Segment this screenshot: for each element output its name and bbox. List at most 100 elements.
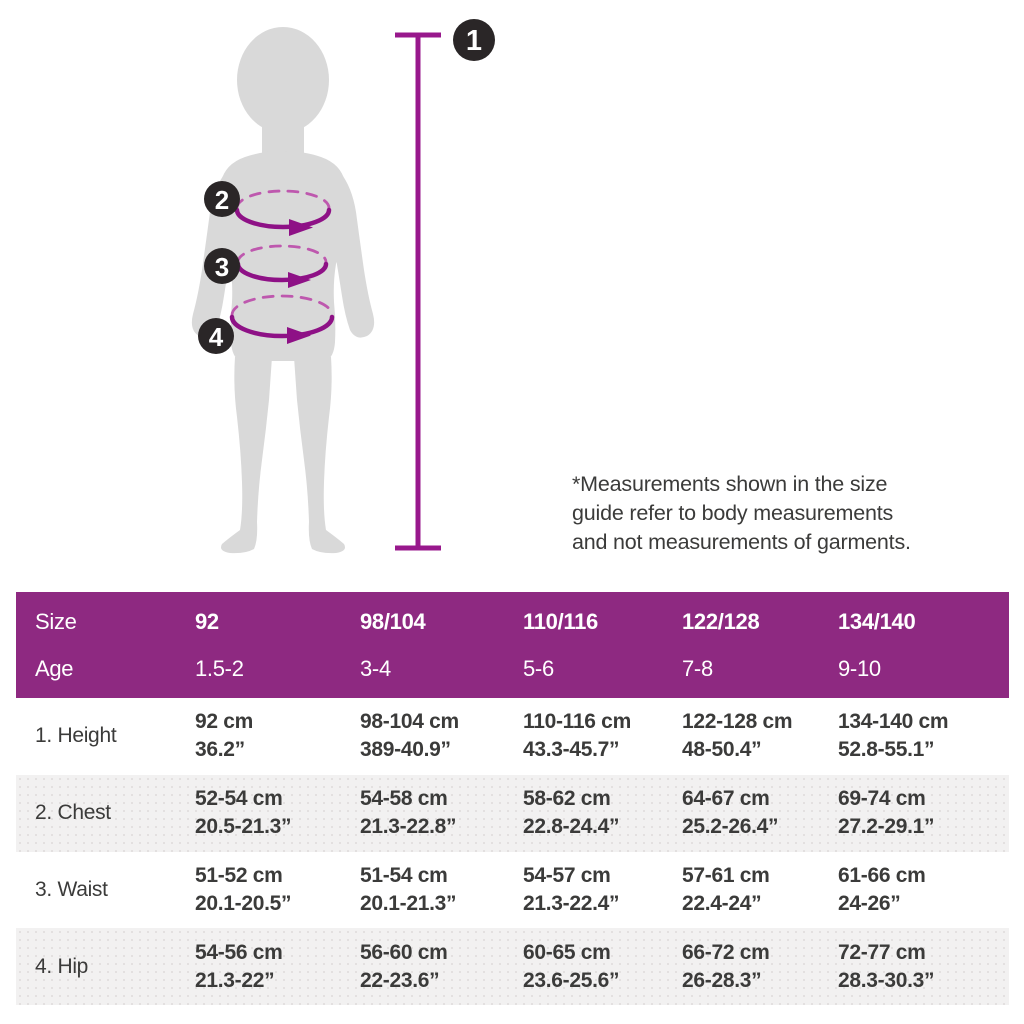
cell-inch: 20.5-21.3” [195, 815, 292, 839]
table-cell: 57-61 cm 22.4-24” [682, 862, 838, 918]
cell-inch: 389-40.9” [360, 738, 451, 762]
cell-cm: 58-62 cm [523, 787, 611, 811]
cell-cm: 61-66 cm [838, 863, 926, 887]
cell-inch: 48-50.4” [682, 738, 762, 762]
badge-4-circle [198, 318, 234, 354]
measure-badge-1: 1 [453, 19, 495, 61]
cell-inch: 28.3-30.3” [838, 968, 935, 992]
table-cell: 92 cm 36.2” [195, 708, 360, 764]
cell-inch: 20.1-20.5” [195, 891, 292, 915]
silhouette-torso [219, 151, 347, 361]
measure-badge-4: 4 [198, 318, 234, 354]
chest-solid-arc [234, 207, 332, 230]
table-cell: 51-54 cm 20.1-21.3” [360, 862, 523, 918]
note-line-2: guide refer to body measurements [572, 501, 894, 525]
cell-cm: 51-52 cm [195, 863, 283, 887]
size-col-1: 92 [195, 608, 219, 634]
table-cell: 64-67 cm 25.2-26.4” [682, 785, 838, 841]
size-col-3: 110/116 [523, 608, 598, 634]
size-col-4: 122/128 [682, 608, 760, 634]
cell-cm: 64-67 cm [682, 787, 770, 811]
cell-inch: 22.8-24.4” [523, 815, 620, 839]
size-row-label: Size [35, 608, 77, 634]
cell-inch: 24-26” [838, 891, 901, 915]
table-cell: 61-66 cm 24-26” [838, 862, 1009, 918]
cell-inch: 36.2” [195, 738, 245, 762]
age-col-5: 9-10 [838, 655, 881, 681]
table-cell: 60-65 cm 23.6-25.6” [523, 939, 682, 995]
measure-badge-2: 2 [204, 181, 240, 217]
cell-inch: 43.3-45.7” [523, 738, 620, 762]
row-label: 1. Height [35, 724, 117, 748]
table-cell: 110-116 cm 43.3-45.7” [523, 708, 682, 764]
cell-cm: 57-61 cm [682, 863, 770, 887]
age-row-label: Age [35, 655, 74, 681]
badge-2-number: 2 [215, 185, 229, 215]
table-cell: 54-57 cm 21.3-22.4” [523, 862, 682, 918]
table-row-waist: 3. Waist 51-52 cm 20.1-20.5” 51-54 cm 20… [16, 852, 1009, 929]
table-cell: 72-77 cm 28.3-30.3” [838, 939, 1009, 995]
age-col-1: 1.5-2 [195, 655, 244, 681]
silhouette-right-leg [294, 357, 345, 554]
cell-cm: 110-116 cm [523, 710, 631, 734]
cell-inch: 52.8-55.1” [838, 738, 935, 762]
size-col-5: 134/140 [838, 608, 916, 634]
chest-measure-ellipse [234, 189, 332, 236]
table-cell: 52-54 cm 20.5-21.3” [195, 785, 360, 841]
hip-solid-arc [229, 314, 335, 339]
table-row-chest: 2. Chest 52-54 cm 20.5-21.3” 54-58 cm 21… [16, 774, 1009, 852]
age-col-4: 7-8 [682, 655, 713, 681]
cell-cm: 66-72 cm [682, 940, 770, 964]
table-row-height: 1. Height 92 cm 36.2” 98-104 cm 389-40.9… [16, 698, 1009, 775]
chest-arrow-icon [289, 219, 313, 236]
cell-cm: 52-54 cm [195, 787, 283, 811]
cell-cm: 134-140 cm [838, 710, 949, 734]
height-measure-line [395, 32, 441, 551]
waist-dashed-arc [236, 244, 328, 264]
cell-inch: 22-23.6” [360, 968, 440, 992]
table-cell: 56-60 cm 22-23.6” [360, 939, 523, 995]
waist-arrow-icon [288, 272, 311, 288]
cell-cm: 54-56 cm [195, 940, 283, 964]
cell-cm: 69-74 cm [838, 787, 926, 811]
hip-measure-ellipse [229, 294, 335, 344]
cell-cm: 98-104 cm [360, 710, 459, 734]
size-figure-illustration: 1 2 3 4 [191, 19, 495, 554]
cell-cm: 54-58 cm [360, 787, 448, 811]
table-cell: 98-104 cm 389-40.9” [360, 708, 523, 764]
cell-inch: 21.3-22” [195, 968, 275, 992]
cell-cm: 72-77 cm [838, 940, 926, 964]
cell-inch: 26-28.3” [682, 968, 762, 992]
cell-inch: 27.2-29.1” [838, 815, 935, 839]
cell-cm: 122-128 cm [682, 710, 793, 734]
cell-inch: 23.6-25.6” [523, 968, 620, 992]
badge-3-circle [204, 248, 240, 284]
size-col-2: 98/104 [360, 608, 426, 634]
cell-cm: 51-54 cm [360, 863, 448, 887]
table-cell: 54-56 cm 21.3-22” [195, 939, 360, 995]
note-line-3: and not measurements of garments. [572, 530, 911, 554]
child-silhouette [191, 27, 375, 554]
silhouette-left-leg [221, 357, 272, 554]
cell-inch: 22.4-24” [682, 891, 762, 915]
table-cell: 134-140 cm 52.8-55.1” [838, 708, 1009, 764]
hip-dashed-arc [230, 294, 334, 317]
size-header-row: Size 92 98/104 110/116 122/128 134/140 [16, 598, 1009, 645]
cell-inch: 20.1-21.3” [360, 891, 457, 915]
cell-cm: 92 cm [195, 710, 254, 734]
age-header-row: Age 1.5-2 3-4 5-6 7-8 9-10 [16, 645, 1009, 692]
row-label: 2. Chest [35, 801, 111, 825]
table-cell: 54-58 cm 21.3-22.8” [360, 785, 523, 841]
table-cell: 69-74 cm 27.2-29.1” [838, 785, 1009, 841]
measurements-note: *Measurements shown in the size guide re… [572, 470, 911, 557]
table-cell: 66-72 cm 26-28.3” [682, 939, 838, 995]
waist-measure-ellipse [235, 244, 329, 288]
badge-1-number: 1 [466, 25, 482, 57]
badge-3-number: 3 [215, 252, 229, 282]
chest-dashed-arc [235, 189, 331, 210]
silhouette-head [237, 27, 329, 133]
age-col-2: 3-4 [360, 655, 391, 681]
size-table-header: Size 92 98/104 110/116 122/128 134/140 A… [16, 592, 1009, 698]
badge-1-circle [453, 19, 495, 61]
